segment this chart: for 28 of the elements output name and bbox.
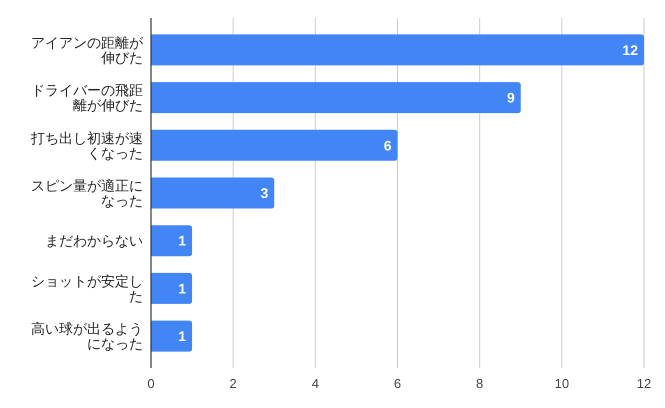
y-tick-label: ショットが安定した (31, 272, 143, 304)
bar (151, 177, 274, 209)
bar (151, 82, 521, 114)
data-label: 12 (622, 42, 638, 58)
x-tick-label: 0 (147, 376, 155, 391)
x-tick-label: 4 (312, 376, 319, 391)
y-tick-label: まだわからない (45, 232, 143, 249)
x-tick-label: 2 (230, 376, 237, 391)
bar (151, 272, 192, 304)
y-tick-label: ドライバーの飛距離が伸びた (31, 82, 143, 114)
x-tick-label: 6 (394, 376, 402, 391)
data-label: 1 (178, 232, 186, 249)
x-tick-label: 12 (636, 376, 652, 391)
data-label: 3 (260, 185, 268, 201)
data-label: 9 (506, 90, 515, 106)
y-tick-label: 打ち出し初速が速くなった (30, 130, 143, 161)
data-label: 1 (178, 280, 186, 296)
y-tick-label: 高い球が出るようになった (31, 320, 143, 352)
bar (151, 225, 192, 256)
data-label: 6 (384, 137, 392, 154)
bar (151, 34, 644, 66)
y-tick-label: スピン量が適正になった (31, 178, 143, 208)
x-tick-label: 8 (476, 376, 484, 391)
bar (151, 130, 398, 161)
bar (151, 320, 192, 352)
y-tick-label: アイアンの距離が伸びた (31, 34, 144, 66)
x-tick-label: 10 (554, 376, 570, 391)
data-label: 1 (178, 328, 186, 344)
